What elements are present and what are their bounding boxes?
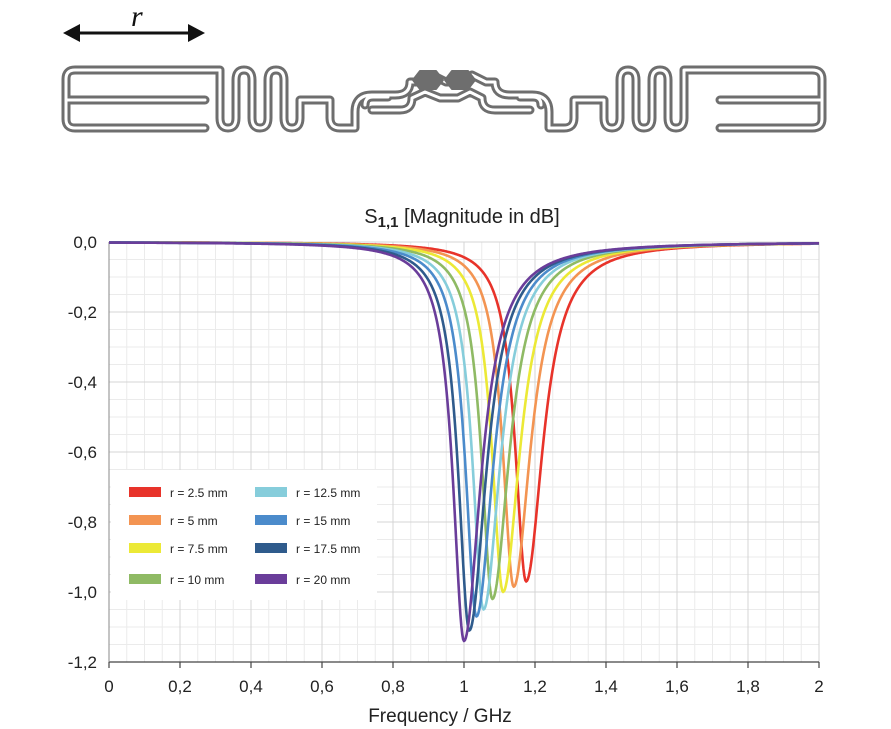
x-axis-title: Frequency / GHz xyxy=(368,706,512,727)
legend-swatch xyxy=(255,543,287,553)
chart-title-rest: [Magnitude in dB] xyxy=(398,206,559,228)
x-tick-label: 1,6 xyxy=(665,677,689,696)
axes xyxy=(108,242,820,668)
chart-title-subscript: 1,1 xyxy=(378,214,399,231)
x-tick-label: 0,6 xyxy=(310,677,334,696)
y-tick-label: -1,0 xyxy=(68,583,97,602)
dipole-antenna-trace xyxy=(61,65,827,133)
legend-item: r = 15 mm xyxy=(255,514,350,528)
legend-label: r = 10 mm xyxy=(170,573,224,587)
dimension-arrow xyxy=(63,24,205,42)
y-tick-label: -0,4 xyxy=(68,373,97,392)
legend-swatch xyxy=(255,515,287,525)
legend-label: r = 5 mm xyxy=(170,514,218,528)
s11-chart: S1,1 [Magnitude in dB] 0 0,2 0,4 0,6 0,8 1 1,2… xyxy=(68,206,824,727)
legend-swatch xyxy=(129,574,161,584)
legend-item: r = 7.5 mm xyxy=(129,542,228,556)
y-tick-label: 0,0 xyxy=(73,233,97,252)
chip-pad-left xyxy=(412,70,444,90)
legend-item: r = 17.5 mm xyxy=(255,542,360,556)
series-line-8 xyxy=(108,241,820,643)
series-lines xyxy=(108,241,820,643)
legend-label: r = 17.5 mm xyxy=(296,542,360,556)
legend-label: r = 15 mm xyxy=(296,514,350,528)
x-tick-label: 0 xyxy=(104,677,113,696)
antenna-diagram: r xyxy=(61,0,827,133)
y-tick-label: -0,6 xyxy=(68,443,97,462)
legend-swatch xyxy=(255,487,287,497)
radius-symbol: r xyxy=(131,0,143,33)
legend-label: r = 20 mm xyxy=(296,573,350,587)
legend-item: r = 10 mm xyxy=(129,573,224,587)
x-tick-labels: 0 0,2 0,4 0,6 0,8 1 1,2 1,4 1,6 1,8 2 xyxy=(104,677,823,696)
y-tick-labels: 0,0 -0,2 -0,4 -0,6 -0,8 -1,0 -1,2 xyxy=(68,233,97,672)
chart-title-main: S xyxy=(364,206,377,228)
legend-label: r = 7.5 mm xyxy=(170,542,228,556)
x-tick-label: 1,8 xyxy=(736,677,760,696)
legend-swatch xyxy=(129,487,161,497)
x-tick-label: 1,2 xyxy=(523,677,547,696)
legend-item: r = 2.5 mm xyxy=(129,486,228,500)
x-tick-label: 0,2 xyxy=(168,677,192,696)
y-tick-label: -0,8 xyxy=(68,513,97,532)
x-tick-label: 0,4 xyxy=(239,677,263,696)
y-tick-label: -1,2 xyxy=(68,653,97,672)
y-tick-label: -0,2 xyxy=(68,303,97,322)
legend-label: r = 2.5 mm xyxy=(170,486,228,500)
legend-swatch xyxy=(129,515,161,525)
x-tick-label: 1,4 xyxy=(594,677,618,696)
legend-swatch xyxy=(255,574,287,584)
x-tick-label: 1 xyxy=(459,677,468,696)
legend-swatch xyxy=(129,543,161,553)
chart-title: S1,1 [Magnitude in dB] xyxy=(364,206,559,231)
legend-item: r = 5 mm xyxy=(129,514,218,528)
chip-pads xyxy=(412,70,476,90)
x-tick-label: 0,8 xyxy=(381,677,405,696)
arrow-head-left xyxy=(63,24,80,42)
arrow-head-right xyxy=(188,24,205,42)
x-tick-label: 2 xyxy=(814,677,823,696)
legend-item: r = 12.5 mm xyxy=(255,486,360,500)
legend-item: r = 20 mm xyxy=(255,573,350,587)
legend: r = 2.5 mm r = 5 mm r = 7.5 mm r = 10 mm r =… xyxy=(111,470,377,600)
legend-label: r = 12.5 mm xyxy=(296,486,360,500)
chip-pad-right xyxy=(444,70,476,90)
